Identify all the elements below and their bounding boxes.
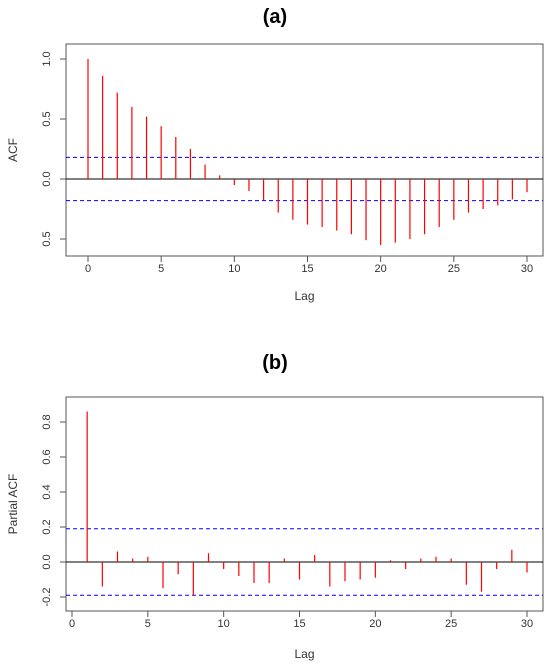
x-tick-label: 15 <box>293 618 305 630</box>
x-tick-label: 5 <box>145 618 151 630</box>
panel-b-title: (b) <box>262 352 288 374</box>
x-tick-label: 30 <box>521 263 533 275</box>
x-tick-label: 5 <box>158 263 164 275</box>
acf-chart: 0 5 10 15 20 25 30 1.0 0.5 0.0 0.5 Lag ACF <box>6 43 544 303</box>
x-tick-label: 25 <box>445 618 457 630</box>
x-tick-label: 20 <box>369 618 381 630</box>
x-tick-label: 30 <box>521 618 533 630</box>
y-axis-label: ACF <box>6 138 20 162</box>
x-tick-label: 20 <box>375 263 387 275</box>
plot-frame <box>65 43 544 257</box>
x-tick-label: 0 <box>69 618 75 630</box>
panel-a-title: (a) <box>262 6 288 28</box>
x-tick-label: 10 <box>218 618 230 630</box>
x-tick-label: 15 <box>301 263 313 275</box>
x-axis-label: Lag <box>294 289 314 303</box>
y-tick-label: 0.6 <box>41 449 53 464</box>
y-tick-label: 1.0 <box>41 51 53 66</box>
y-tick-label: 0.5 <box>41 111 53 126</box>
y-tick-label: 0.0 <box>41 554 53 569</box>
x-tick-label: 10 <box>228 263 240 275</box>
y-axis-label: Partial ACF <box>6 474 20 535</box>
y-tick-label: 0.2 <box>41 519 53 534</box>
y-tick-label: 0.5 <box>41 231 53 246</box>
y-tick-label: 0.8 <box>41 414 53 429</box>
plot-frame <box>65 396 544 612</box>
pacf-chart: 0 5 10 15 20 25 30 0.8 0.6 0.4 0.2 0.0 -0.2 Lag Partia… <box>6 396 544 661</box>
y-tick-label: -0.2 <box>41 588 53 607</box>
y-tick-label: 0.0 <box>41 171 53 186</box>
x-tick-label: 25 <box>448 263 460 275</box>
x-tick-label: 0 <box>85 263 91 275</box>
y-tick-label: 0.4 <box>41 484 53 499</box>
x-axis-label: Lag <box>294 647 314 661</box>
